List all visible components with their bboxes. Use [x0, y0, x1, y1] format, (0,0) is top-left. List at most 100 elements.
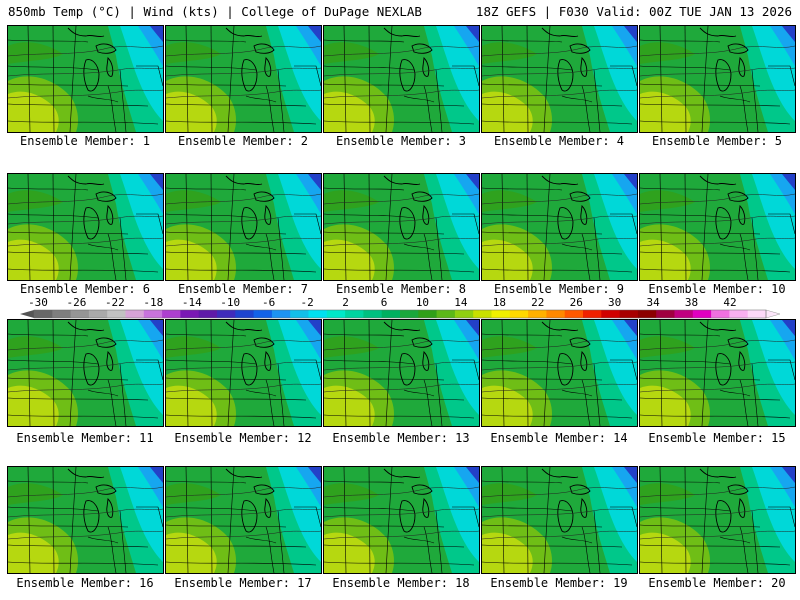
colorbar-right-arrow [765, 309, 781, 319]
ensemble-member-map-20 [639, 466, 796, 574]
colorbar-tick-label: -2 [300, 296, 313, 309]
colorbar-swatch [400, 310, 419, 318]
colorbar-tick-label: 14 [454, 296, 468, 309]
ensemble-member-map-16 [7, 466, 164, 574]
ensemble-member-label: Ensemble Member: 15 [648, 431, 786, 445]
colorbar-tick-label: -30 [28, 296, 48, 309]
colorbar-swatch [125, 310, 145, 318]
colorbar-swatch [107, 310, 126, 318]
colorbar-swatch [143, 310, 163, 318]
colorbar-swatch [217, 310, 236, 318]
colorbar-tick-label: 6 [381, 296, 388, 309]
colorbar-swatch [345, 310, 364, 318]
colorbar-swatch [601, 310, 620, 318]
colorbar-tick-label: -26 [67, 296, 87, 309]
ensemble-member-map-17 [165, 466, 322, 574]
colorbar-swatch [528, 310, 547, 318]
colorbar-swatch [692, 310, 712, 318]
ensemble-member-label: Ensemble Member: 9 [493, 282, 625, 296]
colorbar-tick-label: 2 [342, 296, 349, 309]
colorbar-swatch [162, 310, 181, 318]
temperature-colorbar: -30 -26 -22 -18 -14 -10 -6 -2 2 6 10 14 18 22 26 30 34 38… [20, 296, 781, 319]
colorbar-swatch [198, 310, 218, 318]
colorbar-swatch [546, 310, 566, 318]
ensemble-member-label: Ensemble Member: 12 [174, 431, 312, 445]
ensemble-member-map-2 [165, 25, 322, 133]
ensemble-member-map-7 [165, 173, 322, 281]
ensemble-member-label: Ensemble Member: 10 [648, 282, 786, 296]
ensemble-member-map-9 [481, 173, 638, 281]
ensemble-member-map-10 [639, 173, 796, 281]
colorbar-swatch [253, 310, 273, 318]
ensemble-member-map-6 [7, 173, 164, 281]
colorbar-tick-label: 34 [646, 296, 660, 309]
ensemble-member-label: Ensemble Member: 1 [19, 134, 151, 148]
colorbar-swatch [180, 310, 200, 318]
colorbar-swatch [418, 310, 437, 318]
ensemble-member-label: Ensemble Member: 7 [177, 282, 309, 296]
ensemble-member-label: Ensemble Member: 3 [335, 134, 467, 148]
ensemble-member-map-1 [7, 25, 164, 133]
colorbar-swatch [88, 310, 108, 318]
colorbar-tick-label: -6 [262, 296, 275, 309]
colorbar-swatch [70, 310, 90, 318]
ensemble-member-map-3 [323, 25, 480, 133]
colorbar-swatch [363, 310, 383, 318]
ensemble-member-label: Ensemble Member: 13 [332, 431, 470, 445]
ensemble-member-label: Ensemble Member: 14 [490, 431, 628, 445]
colorbar-swatch [656, 310, 675, 318]
colorbar-tick-label: -14 [182, 296, 202, 309]
colorbar-border [33, 309, 767, 319]
colorbar-tick-label: 10 [416, 296, 429, 309]
ensemble-member-label: Ensemble Member: 17 [174, 576, 312, 590]
colorbar-swatch [52, 310, 71, 318]
colorbar-tick-label: 38 [685, 296, 698, 309]
ensemble-member-map-4 [481, 25, 638, 133]
colorbar-swatch [235, 310, 254, 318]
colorbar-tick-label: 18 [493, 296, 506, 309]
map-title: 850mb Temp (°C) | Wind (kts) | College o… [8, 4, 422, 19]
ensemble-member-label: Ensemble Member: 5 [651, 134, 783, 148]
ensemble-member-label: Ensemble Member: 6 [19, 282, 151, 296]
colorbar-swatch [491, 310, 511, 318]
ensemble-member-map-13 [323, 319, 480, 427]
colorbar-tick-label: 30 [608, 296, 621, 309]
ensemble-member-map-8 [323, 173, 480, 281]
ensemble-member-map-12 [165, 319, 322, 427]
colorbar-tick-label: -22 [105, 296, 125, 309]
colorbar-tick-label: -10 [220, 296, 240, 309]
ensemble-member-label: Ensemble Member: 16 [16, 576, 154, 590]
ensemble-member-label: Ensemble Member: 2 [177, 134, 309, 148]
ensemble-member-map-18 [323, 466, 480, 574]
ensemble-member-map-15 [639, 319, 796, 427]
ensemble-member-map-19 [481, 466, 638, 574]
colorbar-swatch [619, 310, 639, 318]
colorbar-swatch [564, 310, 584, 318]
ensemble-member-map-14 [481, 319, 638, 427]
colorbar-swatch [729, 310, 749, 318]
colorbar-swatch [381, 310, 401, 318]
colorbar-swatch [308, 310, 328, 318]
colorbar-swatch [711, 310, 730, 318]
ensemble-member-label: Ensemble Member: 20 [648, 576, 786, 590]
colorbar-left-arrow [20, 310, 34, 318]
valid-time-label: 18Z GEFS | F030 Valid: 00Z TUE JAN 13 20… [475, 4, 792, 19]
colorbar-swatch [747, 310, 767, 318]
ensemble-member-label: Ensemble Member: 11 [16, 431, 154, 445]
colorbar-tick-label: 42 [723, 296, 736, 309]
colorbar-swatch [271, 310, 291, 318]
colorbar-swatch [436, 310, 456, 318]
colorbar-swatch [583, 310, 602, 318]
colorbar-swatch [674, 310, 694, 318]
colorbar-swatch [326, 310, 346, 318]
ensemble-member-label: Ensemble Member: 4 [493, 134, 625, 148]
colorbar-tick-label: 26 [570, 296, 583, 309]
colorbar-swatch [454, 310, 474, 318]
colorbar-swatch [637, 310, 657, 318]
colorbar-tick-label: -18 [143, 296, 163, 309]
ensemble-member-label: Ensemble Member: 18 [332, 576, 470, 590]
ensemble-member-map-11 [7, 319, 164, 427]
colorbar-swatch [509, 310, 529, 318]
ensemble-member-map-5 [639, 25, 796, 133]
ensemble-member-label: Ensemble Member: 19 [490, 576, 628, 590]
